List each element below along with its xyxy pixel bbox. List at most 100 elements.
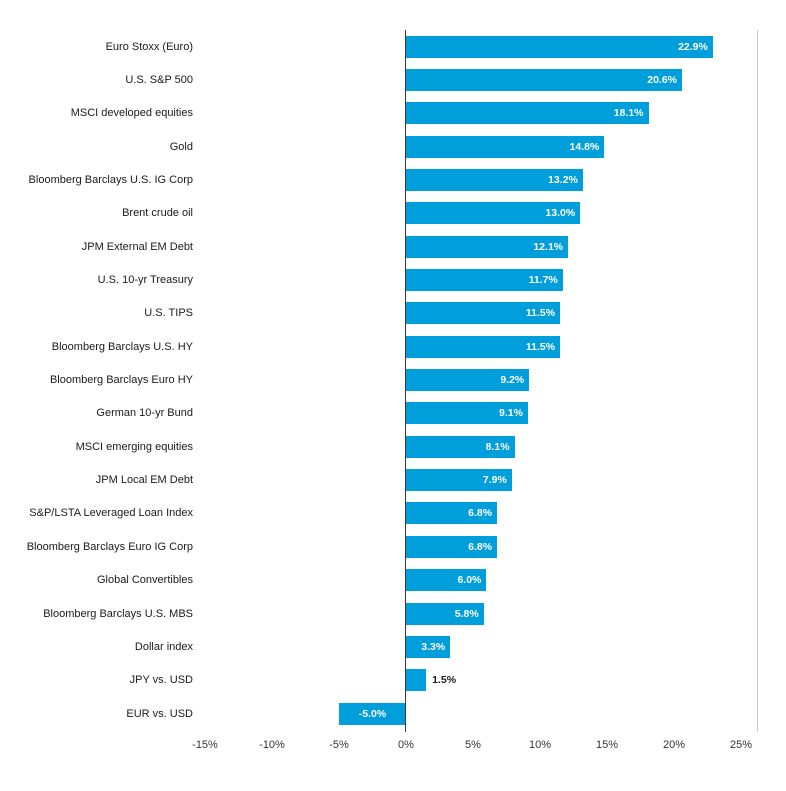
value-label: -5.0% — [358, 707, 387, 720]
value-label: 6.8% — [468, 507, 493, 520]
bar: 8.1% — [406, 435, 515, 458]
bar: 20.6% — [406, 69, 683, 92]
category-label: Euro Stoxx (Euro) — [105, 40, 193, 53]
value-label: 18.1% — [613, 107, 644, 120]
x-axis-tick: 10% — [528, 739, 552, 751]
value-label: 11.7% — [528, 274, 558, 287]
x-axis: -15% -10% -5% 0% 5% 10% 15% 20% 25% — [192, 739, 752, 753]
value-label: 12.1% — [533, 240, 564, 253]
category-label: German 10-yr Bund — [96, 407, 193, 420]
plot-area: 11.7% — [205, 263, 741, 296]
plot-area: 9.1% — [205, 397, 741, 430]
bar: 11.5% — [406, 335, 561, 358]
bar: 11.5% — [406, 302, 561, 325]
value-label: 1.5% — [432, 674, 457, 687]
chart-right-border — [757, 30, 758, 732]
category-label: Bloomberg Barclays U.S. MBS — [43, 607, 193, 620]
plot-area: 3.3% — [205, 630, 741, 663]
zero-axis-line — [405, 30, 406, 732]
chart-row: Bloomberg Barclays Euro HY 9.2% — [0, 363, 786, 396]
category-label: Bloomberg Barclays Euro HY — [49, 374, 193, 387]
plot-area: 13.0% — [205, 197, 741, 230]
plot-area: 11.5% — [205, 297, 741, 330]
plot-area: 12.1% — [205, 230, 741, 263]
value-label: 8.1% — [485, 440, 510, 453]
plot-area: 22.9% — [205, 30, 741, 63]
plot-area: -5.0% — [205, 697, 741, 730]
bar: 12.1% — [406, 235, 569, 258]
plot-area: 1.5% — [205, 664, 741, 697]
category-label: Dollar index — [134, 640, 193, 653]
chart-row: JPM Local EM Debt 7.9% — [0, 463, 786, 496]
category-label: S&P/LSTA Leveraged Loan Index — [29, 507, 193, 520]
chart-row: Bloomberg Barclays U.S. IG Corp 13.2% — [0, 163, 786, 196]
category-label: MSCI developed equities — [70, 107, 193, 120]
chart-row: S&P/LSTA Leveraged Loan Index 6.8% — [0, 497, 786, 530]
plot-area: 5.8% — [205, 597, 741, 630]
chart-row: JPM External EM Debt 12.1% — [0, 230, 786, 263]
chart-row: MSCI emerging equities 8.1% — [0, 430, 786, 463]
category-label: Bloomberg Barclays Euro IG Corp — [26, 540, 193, 553]
category-label: U.S. 10-yr Treasury — [97, 274, 193, 287]
value-label: 13.0% — [545, 207, 576, 220]
plot-area: 20.6% — [205, 63, 741, 96]
value-label: 6.8% — [468, 540, 493, 553]
category-label: JPY vs. USD — [129, 674, 193, 687]
value-label: 22.9% — [678, 40, 708, 53]
chart-row: Euro Stoxx (Euro) 22.9% — [0, 30, 786, 63]
category-label: U.S. TIPS — [144, 307, 193, 320]
bar: 13.2% — [406, 169, 583, 192]
chart-row: JPY vs. USD 1.5% — [0, 664, 786, 697]
chart-row: U.S. 10-yr Treasury 11.7% — [0, 263, 786, 296]
x-axis-tick: -10% — [259, 739, 285, 751]
plot-area: 8.1% — [205, 430, 741, 463]
chart-row: EUR vs. USD -5.0% — [0, 697, 786, 730]
value-label: 5.8% — [454, 607, 479, 620]
category-label: JPM External EM Debt — [81, 240, 193, 253]
value-label: 9.1% — [499, 407, 523, 420]
plot-area: 18.1% — [205, 97, 741, 130]
x-axis-tick: 0% — [398, 739, 414, 751]
value-label: 9.2% — [500, 374, 525, 387]
value-label: 6.0% — [457, 574, 482, 587]
chart-row: Brent crude oil 13.0% — [0, 197, 786, 230]
plot-area: 14.8% — [205, 130, 741, 163]
plot-area: 11.5% — [205, 330, 741, 363]
x-axis-tick: 20% — [662, 739, 686, 751]
chart-row: Bloomberg Barclays Euro IG Corp 6.8% — [0, 530, 786, 563]
plot-area: 13.2% — [205, 163, 741, 196]
chart-row: Gold 14.8% — [0, 130, 786, 163]
category-label: U.S. S&P 500 — [125, 74, 193, 87]
bar: 6.0% — [406, 569, 487, 592]
chart-row: Bloomberg Barclays U.S. MBS 5.8% — [0, 597, 786, 630]
bar: 6.8% — [406, 502, 498, 525]
plot-area: 9.2% — [205, 363, 741, 396]
value-label: 20.6% — [647, 74, 678, 87]
bar: 18.1% — [406, 102, 649, 125]
value-label: 7.9% — [482, 474, 507, 487]
category-label: Bloomberg Barclays U.S. HY — [51, 340, 193, 353]
chart-row: German 10-yr Bund 9.1% — [0, 397, 786, 430]
value-label: 11.5% — [525, 340, 556, 353]
plot-area: 6.8% — [205, 530, 741, 563]
category-label: Global Convertibles — [97, 574, 193, 587]
bar: 7.9% — [406, 469, 512, 492]
chart-row: U.S. S&P 500 20.6% — [0, 63, 786, 96]
x-axis-tick: -15% — [192, 739, 218, 751]
plot-area: 6.8% — [205, 497, 741, 530]
chart-row: Dollar index 3.3% — [0, 630, 786, 663]
x-axis-tick: 15% — [595, 739, 619, 751]
bar: 9.2% — [406, 369, 530, 392]
value-label: 11.5% — [525, 307, 556, 320]
bar: 22.9% — [406, 35, 713, 58]
bar: -5.0% — [339, 702, 406, 725]
value-label: 13.2% — [548, 174, 578, 187]
x-axis-tick: -5% — [329, 739, 349, 751]
bar: 6.8% — [406, 535, 498, 558]
x-axis-tick: 25% — [729, 739, 753, 751]
bar: 13.0% — [406, 202, 581, 225]
category-label: Brent crude oil — [122, 207, 193, 220]
chart-row: MSCI developed equities 18.1% — [0, 97, 786, 130]
x-axis-tick: 5% — [465, 739, 481, 751]
